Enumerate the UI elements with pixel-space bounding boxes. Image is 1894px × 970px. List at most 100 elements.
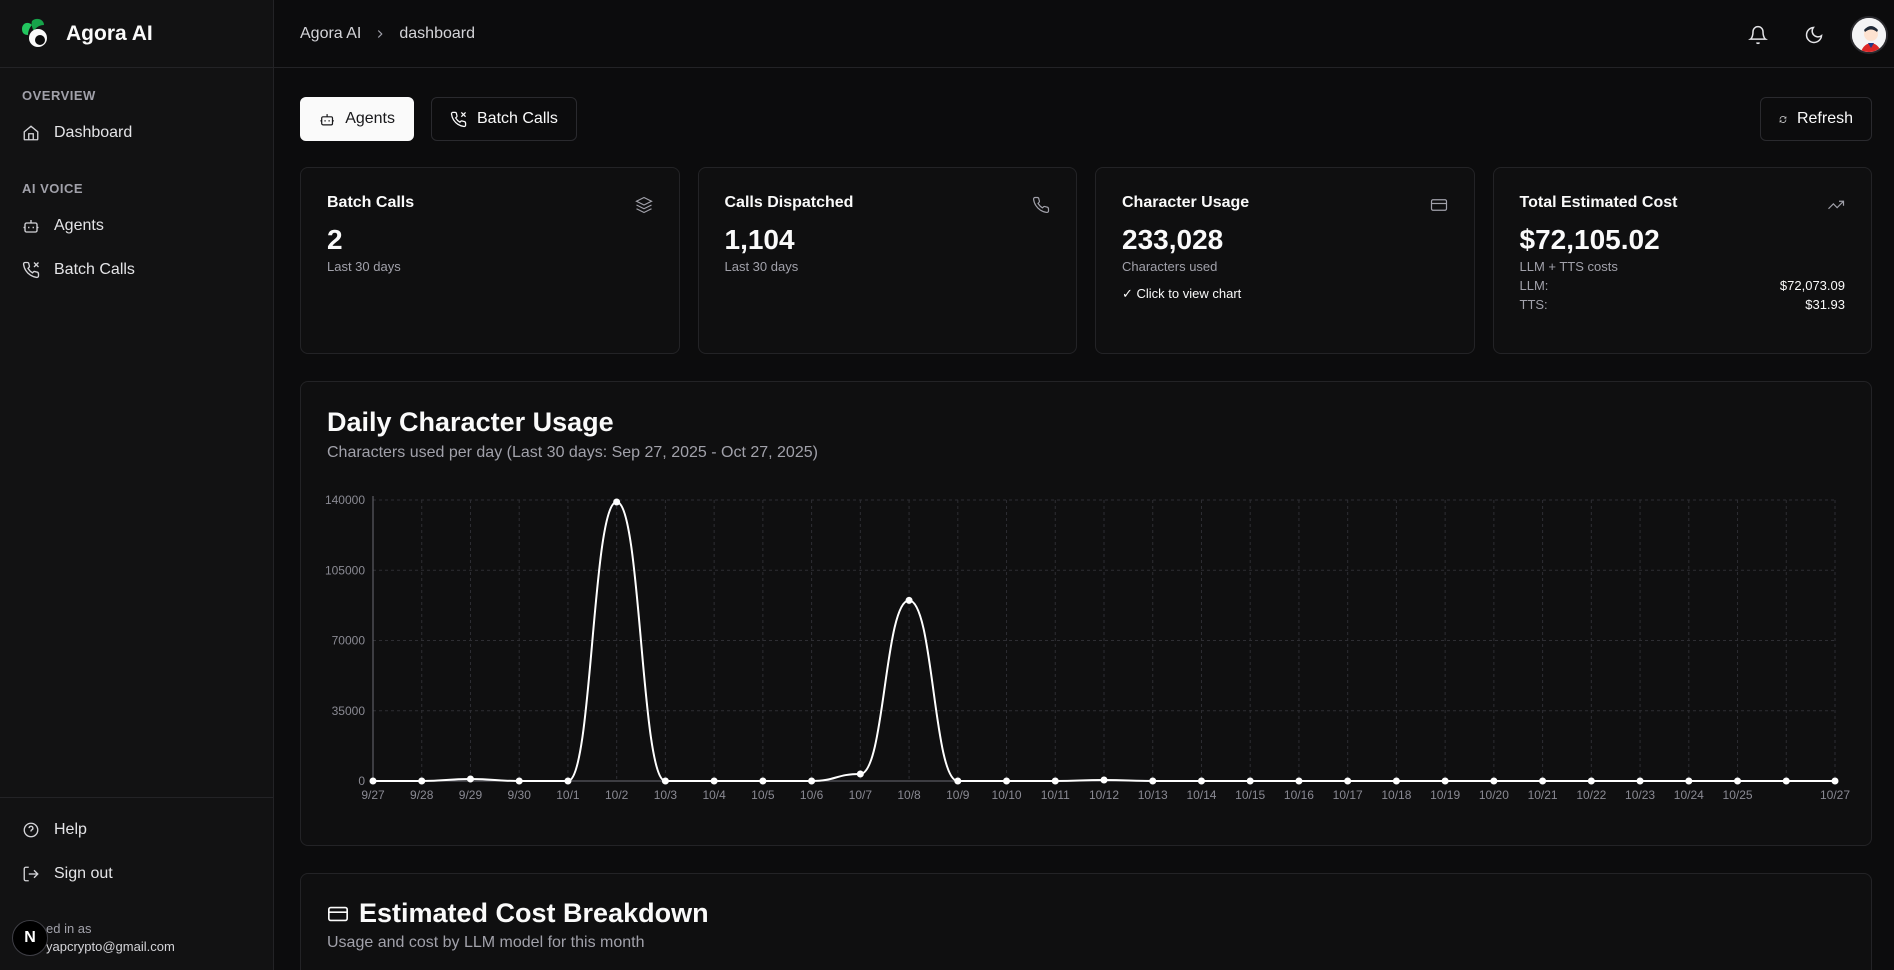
stat-card-total-cost: Total Estimated Cost $72,105.02 LLM + TT… (1492, 167, 1872, 354)
sidebar-item-agents[interactable]: Agents (22, 206, 251, 246)
data-point (369, 777, 377, 785)
llm-cost-label: LLM: (1519, 278, 1549, 293)
x-tick-label: 10/25 (1723, 788, 1753, 802)
signed-in-prefix: ed in as (46, 921, 92, 936)
x-tick-label: 10/10 (992, 788, 1022, 802)
daily-usage-card: Daily Character Usage Characters used pe… (300, 381, 1872, 846)
x-tick-label: 10/7 (849, 788, 873, 802)
x-tick-label: 10/21 (1528, 788, 1558, 802)
data-point (1197, 777, 1205, 785)
x-tick-label: 10/4 (702, 788, 726, 802)
data-point (1344, 777, 1352, 785)
daily-usage-description: Characters used per day (Last 30 days: S… (327, 444, 818, 461)
stat-value: 2 (327, 224, 343, 255)
data-point (710, 777, 718, 785)
stat-title: Character Usage (1122, 194, 1250, 211)
usage-series-line (372, 501, 1835, 782)
x-tick-label: 10/1 (556, 788, 580, 802)
stat-title: Batch Calls (327, 194, 415, 211)
sidebar: Agora AI OVERVIEW Dashboard AI VOICE Age… (0, 0, 274, 970)
x-tick-label: 10/8 (897, 788, 921, 802)
stat-sub: LLM + TTS costs (1519, 259, 1618, 274)
sidebar-item-label: Batch Calls (54, 261, 135, 278)
x-tick-label: 10/2 (605, 788, 629, 802)
sidebar-item-dashboard[interactable]: Dashboard (22, 113, 251, 153)
sidebar-item-batch-calls[interactable]: Batch Calls (22, 250, 251, 290)
user-avatar[interactable] (1850, 16, 1888, 54)
bot-icon (23, 220, 39, 233)
theme-toggle-button[interactable] (1796, 17, 1832, 53)
sidebar-item-help[interactable]: Help (22, 810, 251, 850)
bot-icon (320, 113, 334, 126)
main-content: Agora AI dashboard (274, 0, 1894, 970)
daily-usage-chart: 0 35000 70000 105000 140000 9/27 9/28 9/29 9/30 1… (325, 493, 1850, 802)
stats-row: Batch Calls 2 Last 30 days Calls Dispatc… (300, 167, 1872, 354)
y-tick-label: 70000 (332, 634, 366, 648)
x-tick-label: 10/19 (1430, 788, 1460, 802)
cost-breakdown-description: Usage and cost by LLM model for this mon… (327, 934, 645, 951)
x-tick-label: 10/20 (1479, 788, 1509, 802)
stat-value: $72,105.02 (1519, 224, 1660, 255)
phone-icon (1032, 196, 1050, 214)
x-tick-label: 10/16 (1284, 788, 1314, 802)
data-point (1636, 777, 1644, 785)
x-tick-label: 10/6 (800, 788, 824, 802)
data-point (1734, 777, 1742, 785)
sidebar-item-sign-out[interactable]: Sign out (22, 854, 251, 894)
nav-heading-ai-voice: AI VOICE (22, 181, 84, 196)
y-tick-label: 105000 (325, 563, 365, 577)
sidebar-item-label: Help (54, 821, 87, 838)
agents-tab-label: Agents (345, 110, 395, 127)
sidebar-item-label: Dashboard (54, 124, 133, 141)
tts-cost-row: TTS: $31.93 (1520, 297, 1846, 312)
view-chart-link[interactable]: ✓ Click to view chart (1122, 286, 1242, 301)
data-point (1051, 777, 1059, 785)
stat-sub: Last 30 days (327, 259, 401, 274)
stat-card-character-usage[interactable]: Character Usage 233,028 Characters used … (1095, 167, 1475, 354)
signed-in-avatar[interactable]: N (12, 920, 48, 956)
trending-up-icon (1828, 200, 1845, 210)
x-tick-label: 10/5 (751, 788, 775, 802)
x-tick-label: 9/27 (361, 788, 385, 802)
breadcrumb-root[interactable]: Agora AI (300, 24, 362, 42)
brand[interactable]: Agora AI (0, 0, 273, 68)
cost-breakdown-heading: Estimated Cost Breakdown (327, 898, 709, 929)
sidebar-footer: Help Sign out N ed in as yapcrypto@gmail… (0, 797, 273, 970)
stat-value: 1,104 (724, 224, 795, 255)
x-tick-label: 10/9 (946, 788, 970, 802)
home-icon (23, 125, 39, 141)
data-point (1490, 777, 1498, 785)
data-point (1587, 777, 1595, 785)
tts-cost-label: TTS: (1519, 297, 1548, 312)
data-point (1782, 777, 1790, 785)
x-tick-label: 9/29 (459, 788, 483, 802)
card-icon (1430, 199, 1447, 211)
stat-sub: Last 30 days (724, 259, 799, 274)
y-tick-label: 0 (358, 774, 365, 788)
data-point (1539, 777, 1547, 785)
data-point (564, 777, 572, 785)
data-point (954, 777, 962, 785)
stat-value: 233,028 (1122, 224, 1224, 255)
x-tick-label: 10/11 (1041, 788, 1070, 802)
data-point (1100, 776, 1108, 784)
data-point (1149, 777, 1157, 785)
x-tick-label: 9/30 (508, 788, 532, 802)
y-tick-label: 140000 (325, 493, 365, 507)
data-point (1246, 777, 1254, 785)
notifications-button[interactable] (1740, 17, 1776, 53)
refresh-button[interactable]: Refresh (1760, 97, 1872, 141)
app-name: Agora AI (66, 21, 153, 45)
daily-usage-title: Daily Character Usage (327, 407, 614, 437)
data-point (1831, 777, 1839, 785)
sidebar-item-label: Agents (54, 217, 104, 234)
phone-outgoing-icon (450, 111, 467, 127)
agents-tab-button[interactable]: Agents (300, 97, 414, 141)
data-point (1295, 777, 1303, 785)
stat-card-batch-calls: Batch Calls 2 Last 30 days (300, 167, 680, 354)
log-out-icon (23, 866, 39, 882)
batch-calls-tab-button[interactable]: Batch Calls (431, 97, 577, 141)
bell-icon (1748, 25, 1768, 45)
x-tick-label: 10/17 (1333, 788, 1363, 802)
phone-outgoing-icon (22, 261, 40, 279)
